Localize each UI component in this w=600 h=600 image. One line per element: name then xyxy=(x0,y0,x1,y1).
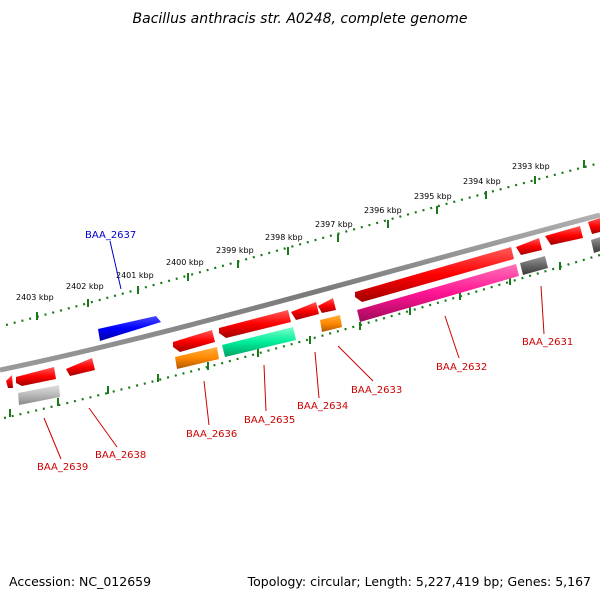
kbp-label-2393: 2393 kbp xyxy=(512,162,550,171)
kbp-label-2401: 2401 kbp xyxy=(116,271,154,280)
gene-label-baa-2636[interactable]: BAA_2636 xyxy=(186,429,237,440)
gene-labels: BAA_2631 BAA_2632 BAA_2633 BAA_2634 BAA_… xyxy=(37,230,573,473)
gene-label-baa-2638[interactable]: BAA_2638 xyxy=(95,450,146,461)
gene-red-arrow-9[interactable] xyxy=(516,238,542,255)
gene-red-arrow-10[interactable] xyxy=(545,226,583,245)
leader-baa-2637 xyxy=(109,240,122,290)
gene-red-arrow-3[interactable] xyxy=(66,358,95,376)
gene-label-baa-2633[interactable]: BAA_2633 xyxy=(351,385,402,396)
leader-baa-2634 xyxy=(314,351,320,399)
reverse-genes xyxy=(6,218,600,388)
gene-label-baa-2631[interactable]: BAA_2631 xyxy=(522,337,573,348)
outer-ring-dots xyxy=(5,161,600,327)
gene-red-arrow-4[interactable] xyxy=(173,330,215,352)
gene-label-baa-2635[interactable]: BAA_2635 xyxy=(244,415,295,426)
outer-tick-ring xyxy=(5,161,600,327)
gene-red-arrow-8[interactable] xyxy=(355,247,514,302)
feature-gray-bar[interactable] xyxy=(18,385,60,405)
kbp-label-2398: 2398 kbp xyxy=(265,233,303,242)
leader-baa-2633 xyxy=(337,345,374,382)
gene-red-arrow-1[interactable] xyxy=(6,375,13,388)
kbp-label-2395: 2395 kbp xyxy=(414,192,452,201)
feature-orange-bar-2[interactable] xyxy=(320,315,342,332)
map-title: Bacillus anthracis str. A0248, complete … xyxy=(133,11,468,27)
kbp-label-2396: 2396 kbp xyxy=(364,206,402,215)
gene-label-baa-2639[interactable]: BAA_2639 xyxy=(37,462,88,473)
leader-baa-2635 xyxy=(263,364,267,412)
forward-genes xyxy=(98,316,161,341)
leader-baa-2632 xyxy=(444,315,460,359)
gene-red-arrow-5[interactable] xyxy=(219,310,291,338)
kbp-label-2397: 2397 kbp xyxy=(315,220,353,229)
gene-red-arrow-11[interactable] xyxy=(588,218,600,234)
kbp-label-2399: 2399 kbp xyxy=(216,246,254,255)
leader-baa-2638 xyxy=(88,407,118,448)
kbp-label-2403: 2403 kbp xyxy=(16,293,54,302)
gene-leader-lines xyxy=(43,240,545,460)
kbp-label-2400: 2400 kbp xyxy=(166,258,204,267)
gene-label-baa-2637[interactable]: BAA_2637 xyxy=(85,230,136,241)
kbp-label-2402: 2402 kbp xyxy=(66,282,104,291)
genome-backbone xyxy=(0,212,600,373)
feature-magenta-bar[interactable] xyxy=(357,264,519,322)
feature-orange-bar-1[interactable] xyxy=(175,347,219,369)
kbp-labels: 2403 kbp 2402 kbp 2401 kbp 2400 kbp 2399… xyxy=(16,162,550,302)
inner-major-ticks xyxy=(9,262,561,417)
kbp-label-2394: 2394 kbp xyxy=(463,177,501,186)
feature-bars xyxy=(18,237,600,405)
gene-blue-arrow[interactable] xyxy=(98,316,161,341)
genome-summary-text: Topology: circular; Length: 5,227,419 bp… xyxy=(247,574,591,589)
gene-red-arrow-2[interactable] xyxy=(16,367,56,386)
gene-label-baa-2632[interactable]: BAA_2632 xyxy=(436,362,487,373)
accession-text: Accession: NC_012659 xyxy=(9,574,151,589)
gene-red-arrow-7[interactable] xyxy=(318,298,336,313)
gene-label-baa-2634[interactable]: BAA_2634 xyxy=(297,401,348,412)
leader-baa-2636 xyxy=(203,380,210,426)
gene-red-arrow-6[interactable] xyxy=(291,302,319,320)
leader-baa-2639 xyxy=(43,417,62,460)
outer-major-ticks xyxy=(36,160,585,320)
feature-green-bar[interactable] xyxy=(222,327,296,357)
feature-dark-bar-2[interactable] xyxy=(591,237,600,253)
feature-dark-bar-1[interactable] xyxy=(520,256,548,275)
leader-baa-2631 xyxy=(540,285,545,335)
